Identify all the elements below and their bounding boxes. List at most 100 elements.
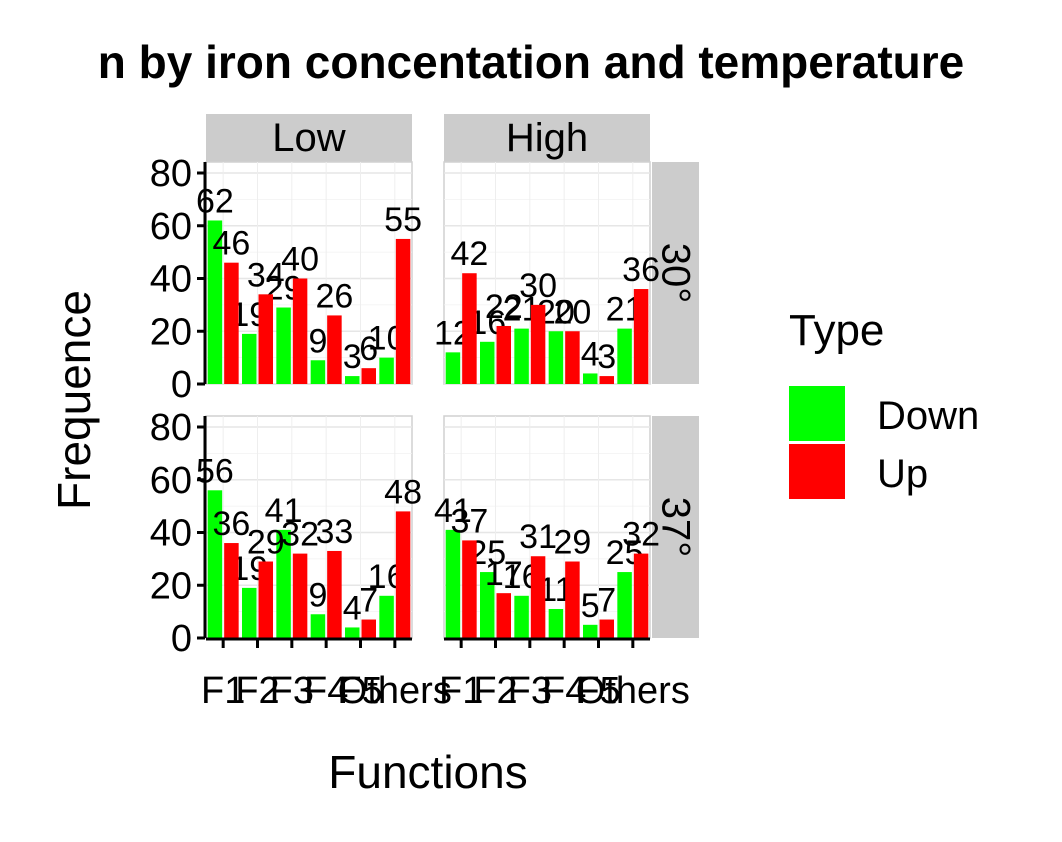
facet-strip-label: 37° — [654, 497, 698, 558]
data-label: 4 — [343, 589, 362, 627]
bar-down-f2 — [480, 341, 495, 384]
bar-down-others — [379, 595, 394, 638]
facet-strip-label: 30° — [654, 243, 698, 304]
facet-strip-label: High — [506, 116, 588, 160]
bar-down-f1 — [445, 529, 461, 638]
data-label: 29 — [554, 524, 592, 562]
y-tick-label: 40 — [150, 513, 192, 555]
legend-label: Up — [877, 452, 928, 496]
bar-up-others — [395, 511, 411, 638]
bar-down-f5 — [345, 376, 360, 384]
data-label: 20 — [554, 293, 592, 331]
legend-label: Down — [877, 394, 979, 438]
data-label: 3 — [597, 338, 616, 376]
bar-down-f1 — [207, 220, 223, 384]
bar-up-f3 — [292, 278, 308, 384]
data-label: 5 — [581, 587, 600, 625]
bar-down-f2 — [480, 572, 495, 638]
data-label: 34 — [247, 256, 285, 294]
data-label: 3 — [343, 338, 362, 376]
bar-down-f4 — [548, 608, 564, 638]
bar-up-f1 — [224, 543, 239, 638]
bar-up-f2 — [258, 294, 273, 384]
bar-up-f4 — [565, 561, 580, 638]
bar-down-f3 — [276, 307, 291, 384]
bar-up-f2 — [258, 561, 273, 638]
data-label: 42 — [451, 235, 489, 273]
x-tick-label: F1 — [201, 670, 245, 712]
x-tick-label: Others — [338, 670, 452, 712]
x-tick-label: F5 — [338, 670, 382, 712]
data-label: 31 — [519, 518, 557, 556]
x-tick-label: F4 — [304, 670, 348, 712]
data-label: 22 — [485, 288, 523, 326]
data-label: 62 — [196, 182, 234, 220]
bar-up-f4 — [327, 550, 342, 638]
bar-down-f1 — [207, 490, 223, 638]
y-tick-label: 40 — [150, 259, 192, 301]
facet-strip-row-1 — [652, 416, 699, 638]
bar-up-f5 — [361, 619, 376, 638]
x-axis-title: Functions — [328, 746, 527, 798]
y-tick-label: 80 — [150, 407, 192, 449]
bar-down-f2 — [242, 587, 257, 638]
data-label: 36 — [213, 505, 251, 543]
bar-up-f5 — [599, 376, 614, 384]
legend: Type Down Up — [789, 306, 979, 499]
bar-up-f2 — [496, 325, 511, 384]
y-tick-label: 20 — [150, 311, 192, 353]
x-tick-label: F2 — [473, 670, 517, 712]
facet-strip-low — [206, 114, 412, 162]
data-label: 32 — [281, 516, 319, 554]
data-label: 56 — [196, 452, 234, 490]
bar-down-f5 — [583, 624, 598, 638]
data-label: 6 — [359, 330, 378, 368]
data-label: 9 — [308, 322, 327, 360]
data-label: 36 — [622, 251, 660, 289]
facet-strip-label: Low — [272, 116, 345, 160]
y-tick-label: 0 — [171, 618, 192, 660]
legend-key-down — [789, 386, 845, 441]
bar-down-f2 — [242, 333, 257, 384]
data-label: 37 — [451, 502, 489, 540]
data-label: 9 — [308, 576, 327, 614]
y-tick-label: 0 — [171, 364, 192, 406]
bar-down-f5 — [583, 373, 598, 384]
y-tick-label: 20 — [150, 565, 192, 607]
legend-entries: Down Up — [789, 386, 979, 499]
data-label: 17 — [485, 555, 523, 593]
bar-down-f3 — [514, 328, 529, 384]
x-tick-label: Others — [576, 670, 690, 712]
y-axis-title: Frequence — [48, 290, 100, 510]
bar-up-f5 — [599, 619, 614, 638]
data-label: 30 — [519, 267, 557, 305]
legend-key-up — [789, 444, 845, 499]
data-label: 41 — [265, 492, 303, 530]
data-label: 33 — [316, 513, 354, 551]
bar-up-f2 — [496, 593, 511, 638]
x-tick-label: F1 — [439, 670, 483, 712]
x-tick-label: F5 — [576, 670, 620, 712]
facet-strip-row-0 — [652, 162, 699, 384]
facet-strip-high — [444, 114, 650, 162]
data-label: 7 — [359, 582, 378, 620]
data-label: 46 — [213, 225, 251, 263]
bar-down-f5 — [345, 627, 360, 638]
chart-title: n by iron concentation and temperature — [98, 36, 964, 88]
data-label: 55 — [384, 201, 422, 239]
data-label: 4 — [581, 335, 600, 373]
bar-up-f4 — [565, 331, 580, 384]
bar-up-others — [395, 238, 411, 384]
bar-up-f3 — [530, 556, 546, 638]
bar-down-others — [617, 572, 632, 638]
x-tick-label: F3 — [270, 670, 314, 712]
y-tick-label: 60 — [150, 460, 192, 502]
legend-title: Type — [789, 306, 884, 355]
